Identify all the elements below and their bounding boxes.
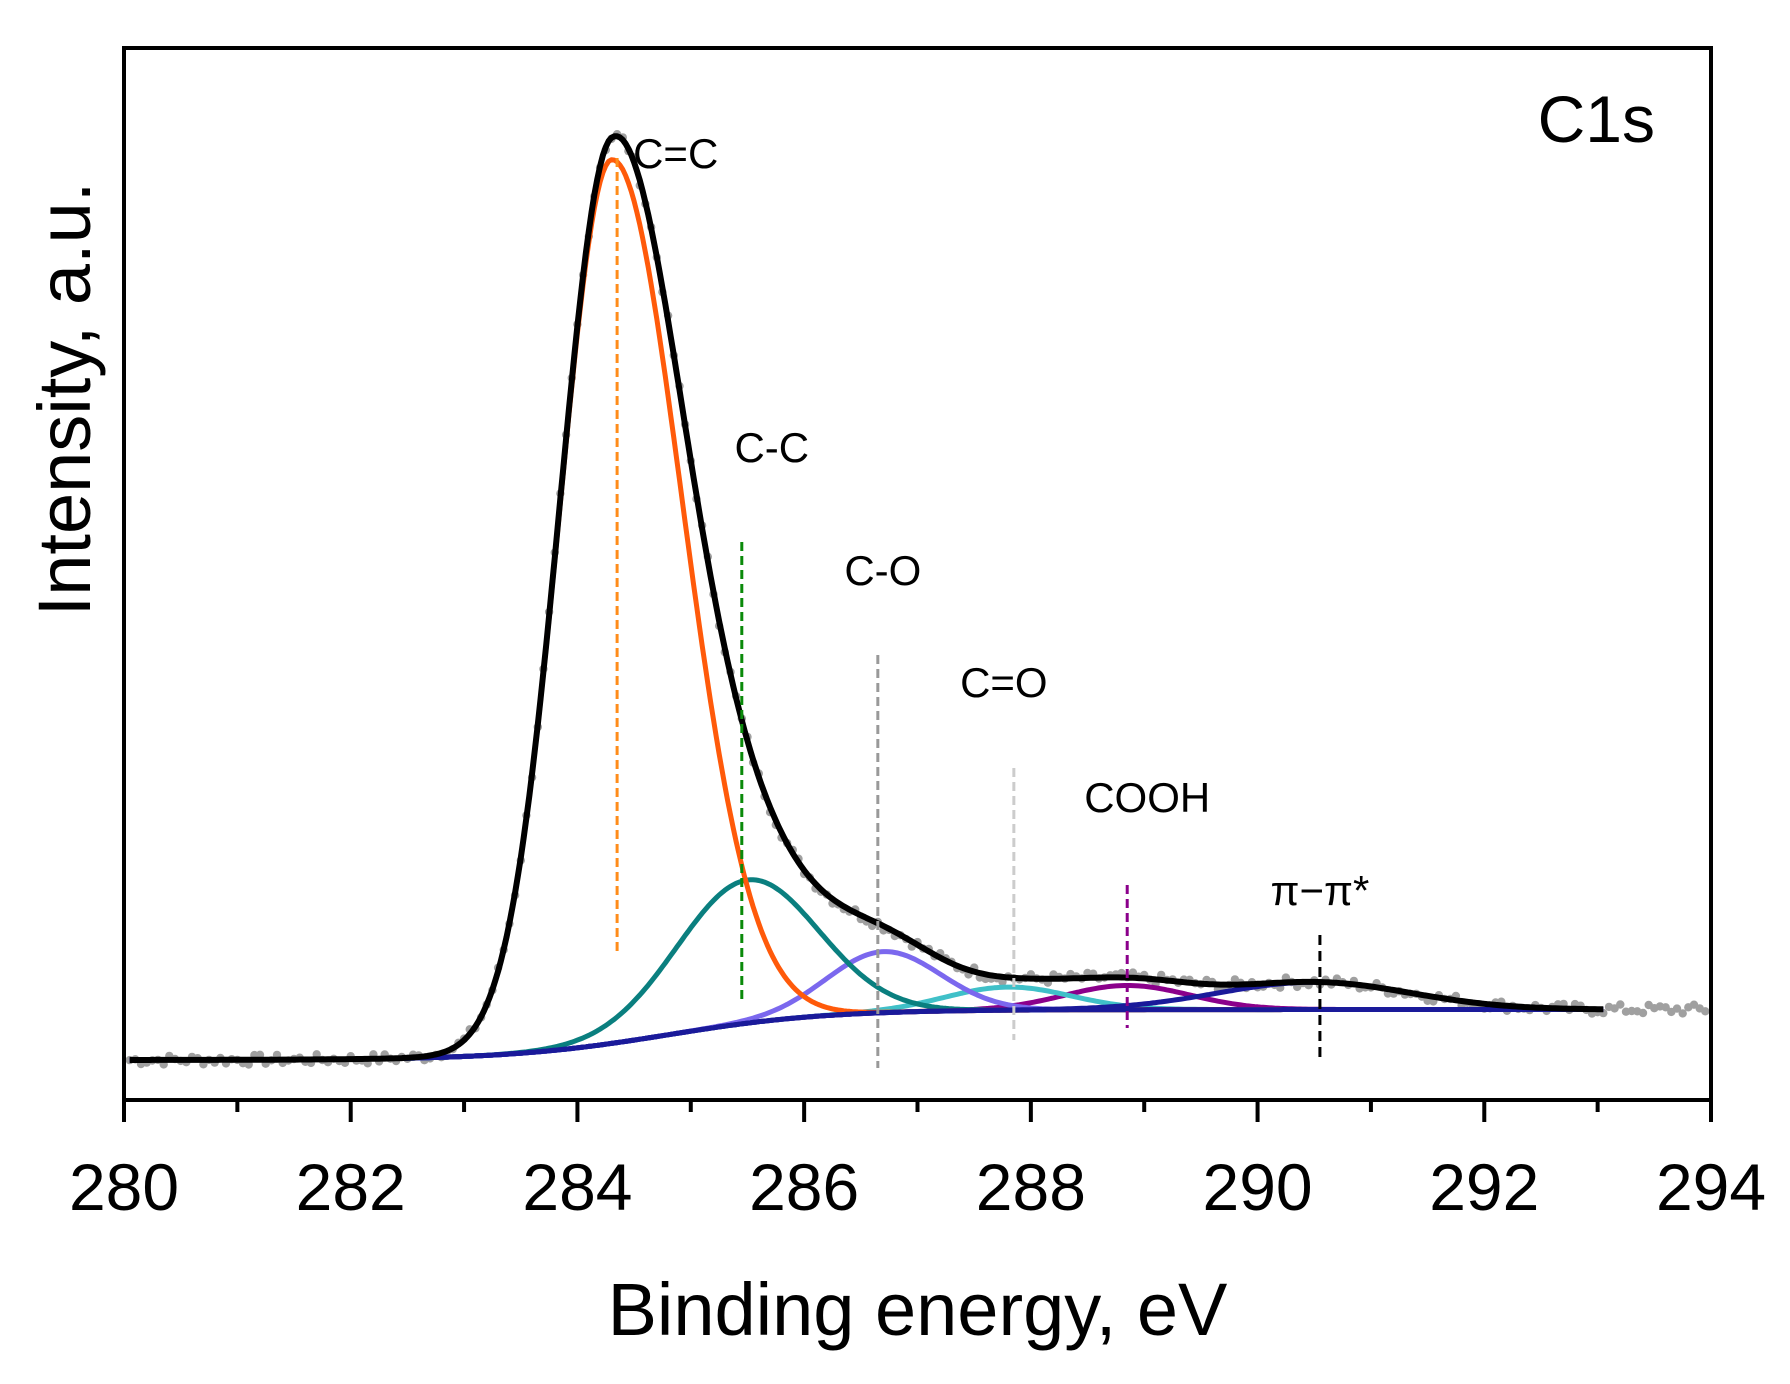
peak-cooh <box>129 983 1604 1063</box>
experimental-data-points <box>125 130 1710 1069</box>
plot-layer <box>125 130 1710 1069</box>
peak-label: C=C <box>633 130 718 177</box>
peak-label: π−π* <box>1271 867 1370 914</box>
peak-pi-pi <box>129 979 1604 1063</box>
data-point <box>1638 1008 1648 1018</box>
peak-cc-single <box>129 877 1604 1063</box>
peak-label: C-O <box>844 547 921 594</box>
peak-c-double-o <box>129 984 1604 1063</box>
peak-co <box>129 949 1604 1063</box>
data-point <box>1678 1009 1687 1018</box>
data-point <box>1661 1003 1670 1012</box>
x-axis-title: Binding energy, eV <box>608 1268 1228 1351</box>
y-axis-title: Intensity, a.u. <box>23 182 106 617</box>
x-axis-ticks: 280 282 284 286 288 290 292 294 <box>69 1100 1766 1224</box>
peak-label: C-C <box>734 424 809 471</box>
x-tick-label: 286 <box>749 1150 859 1224</box>
data-point <box>1701 1007 1710 1016</box>
panel-label: C1s <box>1538 82 1655 156</box>
peak-guide-lines <box>615 158 1322 1068</box>
x-tick-label: 282 <box>296 1150 406 1224</box>
x-tick-label: 290 <box>1203 1150 1313 1224</box>
x-tick-label: 294 <box>1656 1150 1766 1224</box>
data-point <box>1616 1000 1625 1009</box>
x-tick-label: 280 <box>69 1150 179 1224</box>
peak-label: C=O <box>960 659 1048 706</box>
data-point <box>1672 1004 1682 1013</box>
x-tick-label: 292 <box>1429 1150 1539 1224</box>
x-tick-label: 288 <box>976 1150 1086 1224</box>
peak-label: COOH <box>1084 774 1210 821</box>
fit-envelope <box>129 133 1604 1063</box>
x-tick-label: 284 <box>522 1150 632 1224</box>
peak-labels: C=C C-C C-O C=O COOH π−π* <box>633 130 1369 914</box>
